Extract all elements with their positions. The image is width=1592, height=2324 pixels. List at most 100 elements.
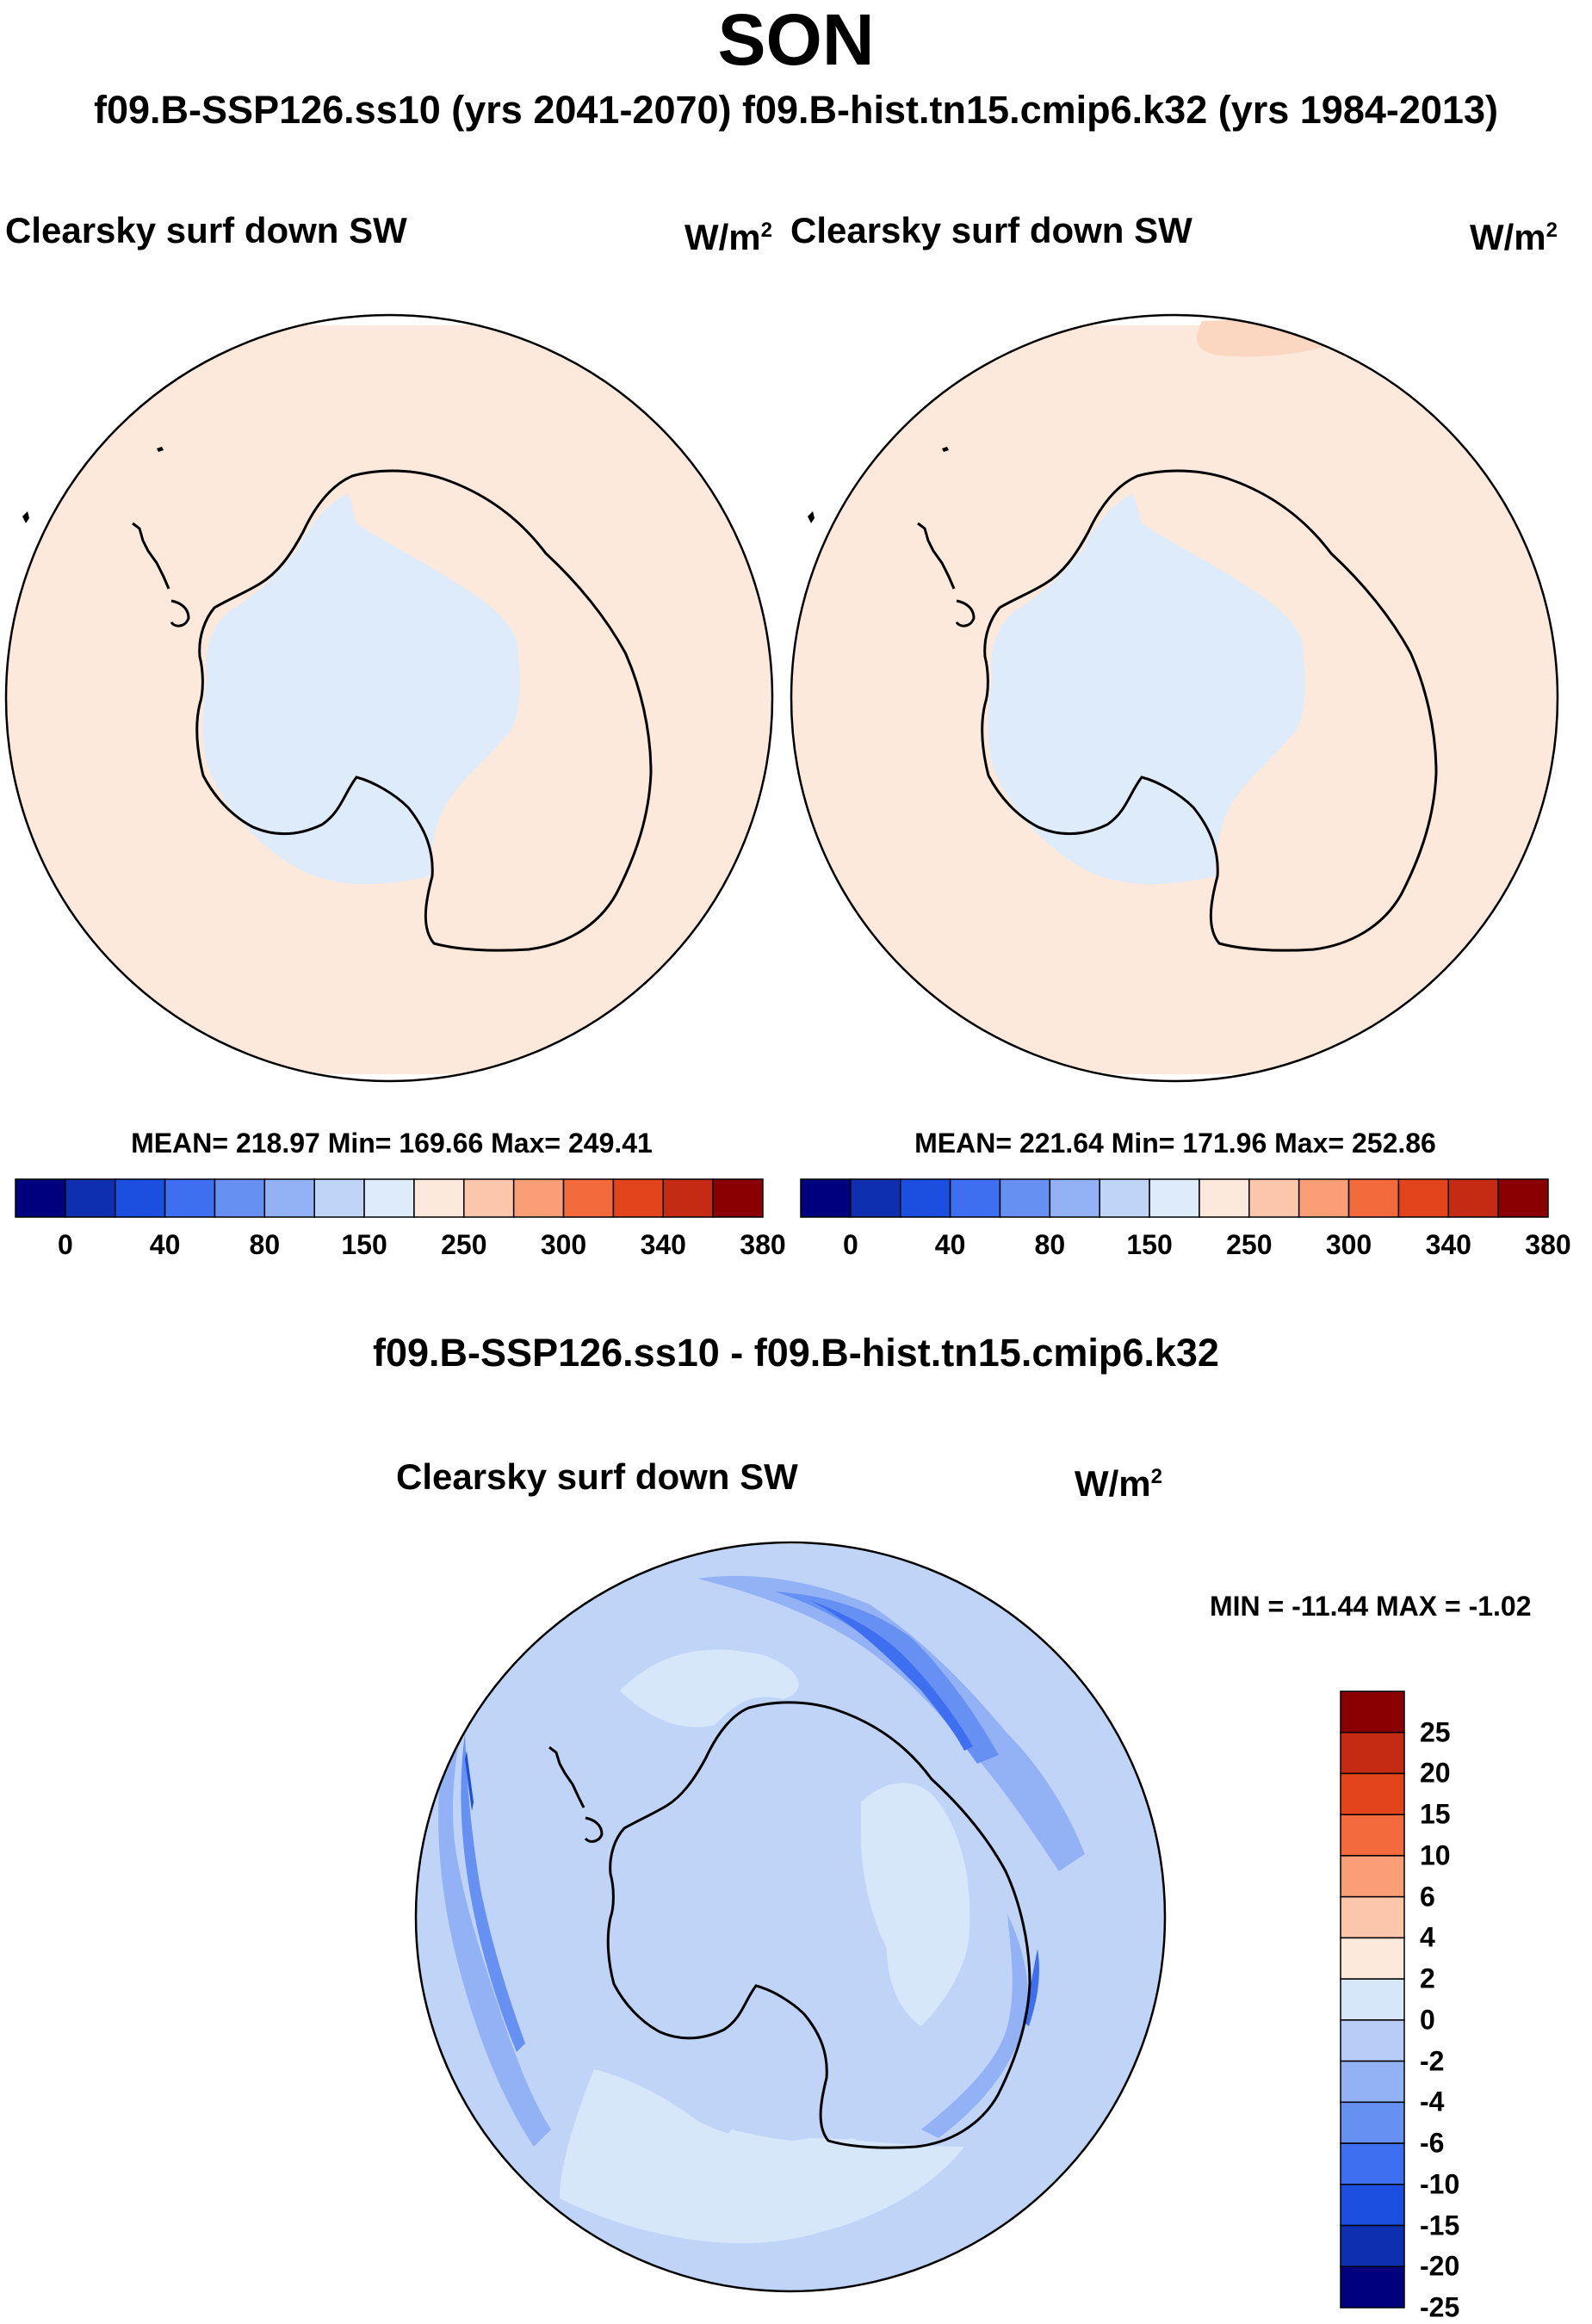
difference-colorbar-tick-label: -6 — [1420, 2127, 1445, 2159]
panel2-colorbar-box — [1099, 1178, 1150, 1218]
panel2-colorbar-box — [1049, 1178, 1100, 1218]
panel1-colorbar-box — [313, 1178, 365, 1218]
panel1-colorbar-tick-label: 380 — [740, 1229, 786, 1260]
difference-colorbar-tick-label: 6 — [1420, 1881, 1435, 1913]
panel1-units: W/m2 — [684, 217, 773, 257]
figure-subtitle: f09.B-SSP126.ss10 (yrs 2041-2070) f09.B-… — [94, 88, 1498, 132]
panel1-interior-field — [202, 493, 520, 885]
panel1-colorbar-box — [662, 1178, 714, 1218]
panel2-colorbar-box — [850, 1178, 901, 1218]
difference-antarctica-coastline — [606, 1701, 1031, 2149]
panel2-colorbar-tick-label: 40 — [934, 1229, 966, 1260]
panel1-colorbar-tick-label: 340 — [640, 1229, 686, 1260]
panel1-colorbar-tick-label: 150 — [341, 1229, 387, 1260]
panel2-colorbar-tick-label: 80 — [1034, 1229, 1066, 1260]
difference-interior-light-zone — [861, 1783, 970, 2026]
panel2-colorbar-box — [899, 1178, 951, 1218]
difference-colorbar-box — [1340, 1772, 1405, 1815]
panel1-colorbar-box — [363, 1178, 415, 1218]
difference-colorbar-tick-label: 20 — [1420, 1757, 1451, 1789]
difference-map — [414, 1541, 1167, 2293]
panel1-ross-iceshelf-outline — [170, 599, 190, 627]
panel1-colorbar-box — [164, 1178, 216, 1218]
panel1-island — [22, 511, 29, 523]
panel1-colorbar-box — [512, 1178, 565, 1218]
difference-colorbar-tick-label: -20 — [1420, 2250, 1460, 2282]
panel2-colorbar — [800, 1178, 1549, 1218]
panel1-colorbar-tick-label: 300 — [540, 1229, 587, 1260]
difference-colorbar-tick-label: -2 — [1420, 2045, 1445, 2077]
difference-peninsula-outline — [548, 1746, 585, 1808]
panel1-map — [4, 313, 774, 1083]
difference-colorbar-box — [1340, 1814, 1405, 1857]
panel2-colorbar-box — [1149, 1178, 1200, 1218]
difference-colorbar-box — [1340, 2060, 1405, 2104]
difference-colorbar-box — [1340, 2019, 1405, 2062]
panel2-colorbar-box — [1298, 1178, 1350, 1218]
panel1-colorbar-box — [15, 1178, 66, 1218]
panel2-colorbar-box — [1497, 1178, 1549, 1218]
difference-negative-band — [461, 1734, 525, 2052]
difference-title: f09.B-SSP126.ss10 - f09.B-hist.tn15.cmip… — [373, 1331, 1219, 1375]
difference-ross-iceshelf-outline — [584, 1816, 604, 1843]
difference-colorbar-tick-label: -15 — [1420, 2210, 1460, 2241]
panel2-colorbar-box — [949, 1178, 1001, 1218]
panel1-variable-title: Clearsky surf down SW — [5, 210, 407, 250]
panel1-stats: MEAN= 218.97 Min= 169.66 Max= 249.41 — [131, 1128, 653, 1159]
panel2-colorbar-box — [1397, 1178, 1450, 1218]
difference-colorbar-box — [1340, 1731, 1405, 1775]
difference-light-zone — [620, 1649, 799, 1728]
panel1-colorbar-box — [114, 1178, 166, 1218]
panel2-stats: MEAN= 221.64 Min= 171.96 Max= 252.86 — [914, 1128, 1436, 1159]
panel1-colorbar — [15, 1178, 764, 1218]
panel1-colorbar-box — [612, 1178, 665, 1218]
panel2-colorbar-tick-label: 300 — [1325, 1229, 1372, 1260]
difference-variable-title: Clearsky surf down SW — [396, 1456, 798, 1497]
panel2-map — [790, 313, 1559, 1083]
panel1-island — [157, 447, 164, 452]
panel1-colorbar-box — [263, 1178, 315, 1218]
panel2-ross-iceshelf-outline — [955, 599, 976, 627]
difference-colorbar-box — [1340, 1895, 1405, 1939]
figure-title: SON — [717, 0, 875, 80]
difference-colorbar — [1340, 1690, 1405, 2309]
difference-light-zone — [725, 2129, 865, 2207]
panel2-colorbar-box — [1248, 1178, 1300, 1218]
difference-colorbar-box — [1340, 2184, 1405, 2227]
panel2-units: W/m2 — [1470, 217, 1558, 257]
panel2-colorbar-box — [1447, 1178, 1499, 1218]
panel1-peninsula-outline — [132, 522, 170, 590]
difference-units: W/m2 — [1075, 1463, 1163, 1504]
difference-colorbar-tick-label: 0 — [1420, 2004, 1435, 2036]
difference-negative-band — [775, 1592, 999, 1764]
difference-colorbar-tick-label: 4 — [1420, 1921, 1435, 1953]
panel1-colorbar-tick-label: 0 — [57, 1229, 73, 1260]
panel1-map-border — [4, 313, 774, 1083]
panel2-island — [942, 447, 949, 452]
difference-colorbar-tick-label: -10 — [1420, 2168, 1460, 2200]
difference-colorbar-tick-label: -4 — [1420, 2086, 1445, 2117]
panel2-colorbar-tick-label: 380 — [1525, 1229, 1571, 1260]
panel2-island — [808, 511, 815, 523]
difference-colorbar-box — [1340, 1690, 1405, 1734]
difference-colorbar-box — [1340, 2265, 1405, 2309]
difference-stats: MIN = -11.44 MAX = -1.02 — [1210, 1591, 1532, 1622]
panel2-colorbar-tick-label: 250 — [1226, 1229, 1273, 1260]
panel1-colorbar-box — [463, 1178, 515, 1218]
panel1-colorbar-box — [712, 1178, 764, 1218]
panel1-colorbar-tick-label: 250 — [441, 1229, 487, 1260]
panel2-variable-title: Clearsky surf down SW — [790, 210, 1192, 250]
difference-negative-band — [921, 1914, 1028, 2138]
panel2-colorbar-box — [800, 1178, 852, 1218]
difference-colorbar-tick-label: 10 — [1420, 1839, 1451, 1871]
panel2-colorbar-box — [999, 1178, 1051, 1218]
panel2-colorbar-box — [1199, 1178, 1250, 1218]
difference-colorbar-box — [1340, 1978, 1405, 2021]
panel2-colorbar-tick-label: 0 — [842, 1229, 858, 1260]
panel2-colorbar-box — [1347, 1178, 1400, 1218]
difference-strong-negative-band — [465, 1751, 474, 1811]
panel1-colorbar-tick-label: 40 — [149, 1229, 181, 1260]
difference-colorbar-box — [1340, 1937, 1405, 1980]
panel1-colorbar-box — [413, 1178, 465, 1218]
difference-map-border — [414, 1541, 1167, 2293]
